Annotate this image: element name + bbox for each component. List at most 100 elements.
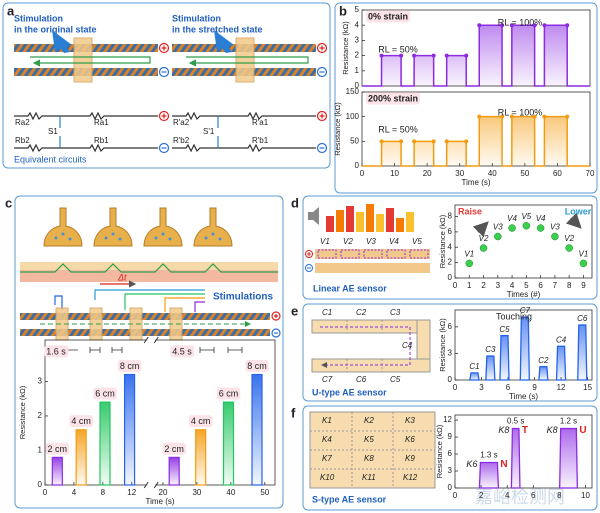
panel-f-diagram: K1 K2 K3 K4 K5 K6 K7 K8 K9 K10 K11 K12 S… [309, 411, 436, 504]
x-tick-label: 0 [360, 169, 365, 178]
point [508, 224, 516, 232]
sensor-strip [315, 263, 430, 273]
bar [75, 429, 87, 486]
y-tick-label: 4 [448, 242, 453, 251]
segment-label: K12 [403, 473, 418, 482]
x-axis-label: Times (#) [507, 290, 541, 299]
line [362, 24, 590, 87]
watermark: 嘉峪检测网 [475, 487, 565, 507]
x-tick-label: 0 [453, 383, 458, 392]
segment-label: K1 [322, 416, 332, 425]
circuit-label: Rb1 [94, 136, 109, 145]
annotation: Touching [496, 311, 532, 321]
panel-label: d [291, 195, 299, 210]
segment-label: C4 [402, 341, 413, 350]
annotation: RL = 100% [498, 107, 542, 117]
bar [99, 401, 111, 486]
y-tick-label: 50 [350, 136, 359, 145]
bar-label: 8 cm [120, 361, 140, 371]
diagram-title: in the original state [14, 24, 97, 34]
circuits [14, 111, 316, 153]
label-background [366, 10, 411, 23]
x-tick-label: 8 [557, 491, 562, 500]
sleeve [73, 37, 93, 83]
terminals [305, 250, 313, 272]
panel-frame [2, 2, 331, 169]
x-tick-label: 8 [101, 488, 106, 497]
marker [565, 114, 570, 119]
x-tick-label: 6 [506, 383, 511, 392]
panel-label: f [291, 405, 296, 420]
segment-label: C2 [356, 308, 367, 317]
marker [532, 23, 537, 28]
x-tick-label: 9 [532, 383, 537, 392]
y-tick-label: 8 [448, 212, 453, 221]
interval-marks [68, 347, 243, 353]
segment-label: V3 [366, 237, 376, 246]
y-tick-label: 0 [448, 273, 453, 282]
annotation: RL = 50% [378, 124, 417, 134]
y-axis-label: Resistance (kΩ) [438, 214, 447, 268]
pulse [478, 461, 500, 489]
y-tick-label: 6 [448, 227, 453, 236]
x-axis-label: Time (s) [461, 178, 490, 187]
label-background [216, 387, 241, 400]
stimulation-lines [54, 280, 205, 312]
y-tick-label: 5 [355, 5, 360, 14]
point-label: V3 [550, 223, 560, 232]
segment-label: K4 [322, 435, 332, 444]
point-label: C2 [538, 356, 549, 365]
point-label: C4 [556, 335, 567, 344]
letter-label: N [500, 459, 507, 470]
x-tick-label: 5 [524, 281, 529, 290]
marker [500, 23, 505, 28]
x-tick-label: 2 [481, 281, 486, 290]
terminals [271, 311, 281, 338]
bar-label: 8 cm [247, 361, 267, 371]
label-background [69, 415, 93, 428]
annotation: Raise [458, 206, 482, 216]
segment-label: K2 [364, 416, 374, 425]
annotation: RL = 50% [378, 44, 417, 54]
marker [379, 53, 384, 58]
nerve [20, 263, 278, 273]
bar-label: 4 cm [191, 416, 211, 426]
y-tick-label: 1 [38, 446, 43, 455]
current-path [30, 56, 151, 67]
bar-label: 4 cm [71, 416, 91, 426]
pulse [485, 355, 496, 381]
pulse [510, 427, 521, 489]
bar [195, 429, 207, 486]
segment-label: V2 [343, 237, 353, 246]
chart-title: 0% strain [368, 11, 408, 21]
label-background [93, 387, 117, 400]
area [362, 116, 590, 166]
x-tick-label: 3 [479, 383, 484, 392]
lower-arrow [565, 212, 582, 229]
fiber [20, 313, 270, 320]
press-arrow [52, 30, 72, 53]
point-label: C3 [485, 345, 496, 354]
circuit-label: Rb2 [15, 136, 30, 145]
label-background [188, 415, 213, 428]
pulse [538, 366, 549, 381]
x-tick-label: 8 [567, 281, 572, 290]
x-tick-label: 1 [467, 281, 472, 290]
panel-label: c [5, 195, 12, 210]
raise-arrow [472, 221, 489, 238]
caption: Equivalent circuits [14, 154, 87, 164]
x-tick-label: 15 [583, 383, 592, 392]
bar [251, 373, 263, 486]
plus-terminal [158, 42, 328, 122]
speaker-icon [308, 207, 319, 225]
y-tick-label: 2 [448, 258, 453, 267]
point-label: V1 [464, 250, 474, 259]
delta-label: Δt [117, 272, 127, 282]
panel-frame [334, 2, 598, 194]
point-label: V2 [479, 234, 489, 243]
y-tick-label: 3 [38, 377, 43, 386]
marker [464, 53, 469, 58]
marker [431, 139, 436, 144]
axis-break [143, 481, 159, 489]
